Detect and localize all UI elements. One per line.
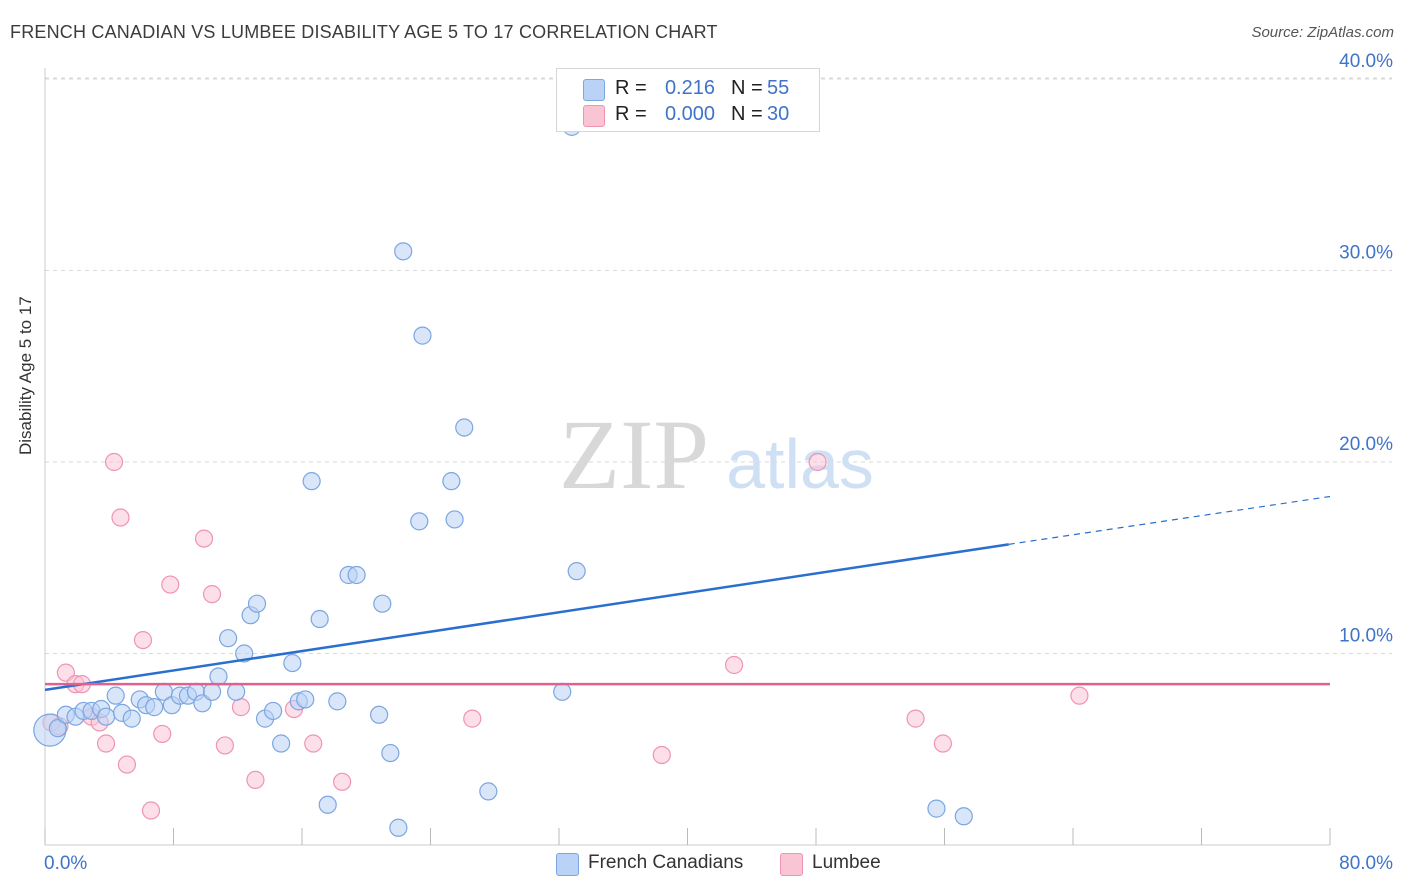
french-canadian-point — [202, 682, 222, 701]
legend-label: French Canadians — [588, 852, 744, 873]
french-canadian-point — [219, 629, 238, 648]
lumbee-point — [652, 745, 671, 765]
french-canadian-point — [479, 782, 498, 801]
french-canadian-point — [302, 472, 321, 491]
lumbee-point — [463, 709, 482, 728]
french-canadian-point — [145, 698, 164, 717]
legend-n-value: 55 — [767, 77, 790, 99]
french-canadian-point — [263, 701, 283, 721]
y-tick-label: 40.0% — [1339, 51, 1393, 72]
lumbee-point — [96, 734, 116, 753]
legend-n-value: 30 — [767, 103, 790, 125]
lumbee-point — [161, 575, 180, 594]
legend-r-value: 0.000 — [664, 103, 715, 125]
french-canadian-point — [328, 692, 347, 711]
lumbee-point — [153, 724, 172, 744]
lumbee-point — [133, 630, 153, 650]
french-canadian-point — [442, 472, 461, 491]
y-tick-label: 20.0% — [1339, 434, 1393, 455]
legend-label: Lumbee — [812, 852, 881, 873]
french-canadian-point — [567, 562, 586, 581]
gridlines — [45, 77, 1392, 654]
french-canadian-point — [370, 705, 389, 724]
legend-r-label: R = — [615, 103, 647, 125]
lumbee-point — [141, 801, 161, 820]
watermark: ZIP atlas — [559, 399, 874, 510]
french-canadian-trend-extension — [1008, 495, 1331, 545]
lumbee-point — [933, 734, 952, 753]
lumbee-point — [194, 529, 214, 548]
french-canadian-point — [455, 418, 474, 437]
y-tick-label: 10.0% — [1339, 626, 1393, 647]
french-canadian-point — [445, 510, 464, 529]
legend-swatch-blue — [583, 79, 605, 101]
legend-n-label: N = — [731, 103, 763, 125]
french-canadian-point — [209, 667, 228, 686]
french-canadian-point — [553, 682, 572, 701]
french-canadian-point — [283, 653, 302, 673]
french-canadian-points — [33, 117, 973, 837]
legend-r-label: R = — [615, 77, 647, 99]
french-canadian-point — [296, 690, 315, 709]
lumbee-point — [111, 508, 130, 527]
french-canadian-point — [247, 594, 267, 613]
french-canadian-point — [410, 512, 429, 531]
lumbee-point — [117, 755, 137, 774]
y-axis-label: Disability Age 5 to 17 — [16, 296, 35, 455]
lumbee-point — [724, 655, 744, 675]
lumbee-point — [104, 452, 124, 472]
french-canadian-point — [310, 609, 329, 629]
source-credit: Source: ZipAtlas.com — [1251, 24, 1394, 41]
french-canadian-point — [394, 242, 413, 261]
lumbee-point — [246, 770, 265, 789]
lumbee-point — [1070, 686, 1089, 705]
french-canadian-point — [122, 709, 141, 728]
lumbee-point — [304, 734, 323, 753]
lumbee-point — [333, 772, 352, 791]
french-canadian-point — [227, 682, 246, 701]
chart-title: FRENCH CANADIAN VS LUMBEE DISABILITY AGE… — [10, 22, 718, 42]
legend-swatch-blue — [556, 853, 579, 876]
watermark-atlas: atlas — [726, 425, 874, 503]
y-tick-label: 30.0% — [1339, 243, 1393, 264]
lumbee-point — [906, 709, 925, 728]
french-canadian-point — [954, 807, 973, 826]
watermark-zip: ZIP — [559, 399, 709, 510]
x-tick-label: 80.0% — [1339, 853, 1393, 874]
french-canadian-point — [389, 818, 408, 837]
tick-labels: 10.0% 20.0% 30.0% 40.0% 0.0% 80.0% — [44, 51, 1393, 874]
legend-r-value: 0.216 — [664, 77, 715, 99]
french-canadian-point — [48, 719, 67, 738]
legend-swatch-pink — [583, 105, 605, 127]
french-canadian-point — [927, 799, 946, 818]
lumbee-point — [231, 698, 251, 717]
french-canadian-point — [347, 565, 366, 585]
french-canadian-point — [373, 594, 392, 613]
lumbee-point — [202, 585, 222, 604]
french-canadian-point — [96, 707, 116, 726]
french-canadian-point — [106, 686, 125, 705]
lumbee-point — [808, 452, 827, 472]
french-canadian-point — [381, 743, 400, 763]
french-canadian-point — [235, 644, 254, 663]
french-canadian-trend-line — [44, 543, 1009, 692]
french-canadian-point — [318, 795, 337, 814]
x-tick-label: 0.0% — [44, 853, 87, 874]
french-canadian-point — [413, 326, 432, 345]
lumbee-point — [215, 736, 234, 755]
trend-lines — [44, 495, 1331, 692]
stats-legend: R = 0.216 N = 55 R = 0.000 N = 30 — [556, 68, 820, 132]
legend-swatch-pink — [780, 853, 803, 876]
french-canadian-point — [272, 734, 291, 753]
legend-n-label: N = — [731, 77, 763, 99]
